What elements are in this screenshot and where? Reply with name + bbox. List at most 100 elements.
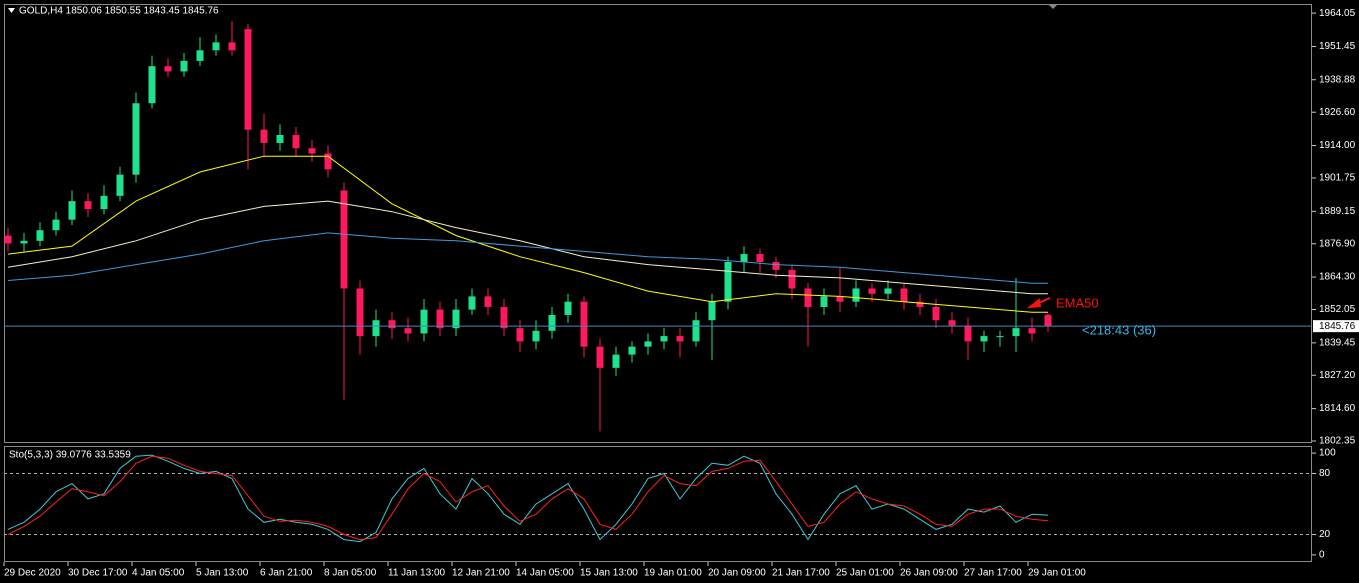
candle-body [644, 341, 652, 347]
candle-body [852, 288, 860, 302]
candle-body [500, 306, 508, 329]
candle-body [516, 328, 524, 342]
y-tick-label: 1938.88 [1319, 74, 1356, 85]
y-tick-label: 1926.60 [1319, 107, 1356, 118]
y-tick-label: 1951.45 [1319, 41, 1356, 52]
menu-arrow[interactable] [8, 8, 15, 13]
candle-body [372, 320, 380, 337]
y-tick-label: 1901.75 [1319, 173, 1356, 184]
x-tick-label: 29 Dec 2020 [4, 568, 61, 579]
x-tick-label: 6 Jan 21:00 [260, 568, 313, 579]
candle-body [740, 254, 748, 263]
x-tick-label: 27 Jan 17:00 [964, 568, 1022, 579]
annotation: EMA50 [1056, 295, 1099, 310]
candle-body [468, 296, 476, 310]
x-tick-label: 8 Jan 05:00 [324, 568, 377, 579]
candle-body [308, 148, 316, 154]
candle-body [4, 235, 12, 244]
candle-body [340, 190, 348, 289]
candle-body [84, 201, 92, 210]
moving-average [7, 155, 1048, 313]
stoch-line [7, 454, 1049, 543]
candle-body [580, 301, 588, 347]
candle-body [452, 309, 460, 329]
candle-body [916, 301, 924, 307]
candle-body [1028, 328, 1036, 334]
candle-body [628, 346, 636, 355]
candle-body [724, 262, 732, 302]
candle-body [900, 288, 908, 302]
candle-body [260, 129, 268, 143]
candle-body [932, 306, 940, 321]
candle-body [820, 296, 828, 307]
y-tick-label: 1914.00 [1319, 140, 1356, 151]
candle-body [772, 262, 780, 270]
candle-body [1012, 328, 1020, 337]
last-price-box [1313, 320, 1359, 333]
x-tick-label: 21 Jan 17:00 [772, 568, 830, 579]
candle-body [660, 336, 668, 342]
x-tick-label: 29 Jan 01:00 [1028, 568, 1086, 579]
candle-body [708, 301, 716, 321]
last-price-label: 1845.76 [1319, 321, 1356, 332]
candle-body [564, 301, 572, 315]
candle-body [1044, 314, 1052, 327]
candle-body [420, 309, 428, 334]
candle-body [36, 230, 44, 241]
candle-body [532, 330, 540, 342]
candle-body [212, 42, 220, 51]
y-tick-label: 1814.60 [1319, 403, 1356, 414]
y-tick-label: 1889.15 [1319, 206, 1356, 217]
y-tick-label: 100 [1319, 448, 1336, 459]
y-tick-label: 1864.30 [1319, 272, 1356, 283]
y-tick-label: 1827.20 [1319, 370, 1356, 381]
candle-body [596, 346, 604, 368]
candle-body [196, 50, 204, 61]
candle-body [788, 269, 796, 289]
candle-body [548, 314, 556, 331]
candle-body [356, 288, 364, 337]
candle-body [148, 66, 156, 104]
candle-body [228, 42, 236, 51]
candle-body [244, 29, 252, 130]
x-tick-label: 25 Jan 01:00 [836, 568, 894, 579]
candle-body [948, 320, 956, 326]
candle-body [868, 288, 876, 294]
stoch-panel [4, 446, 1312, 562]
x-tick-label: 14 Jan 05:00 [516, 568, 574, 579]
y-tick-label: 1876.90 [1319, 238, 1356, 249]
x-tick-label: 11 Jan 13:00 [388, 568, 446, 579]
x-tick-label: 30 Dec 17:00 [68, 568, 128, 579]
candle-body [164, 66, 172, 72]
candle-body [692, 320, 700, 342]
x-tick-label: 5 Jan 13:00 [196, 568, 249, 579]
candle-body [292, 134, 300, 149]
candle-body [996, 336, 1004, 338]
candle-body [52, 219, 60, 231]
candle-body [324, 153, 332, 170]
x-tick-label: 20 Jan 09:00 [708, 568, 766, 579]
y-tick-label: 1964.05 [1319, 8, 1356, 19]
candle-body [180, 60, 188, 72]
candle-body [676, 336, 684, 342]
candle-body [804, 288, 812, 307]
candle-body [756, 254, 764, 263]
main-panel [4, 4, 1312, 443]
y-tick-label: 1839.45 [1319, 337, 1356, 348]
stoch-line [7, 455, 1049, 541]
candle-body [980, 336, 988, 342]
candle-body [276, 134, 284, 143]
candle-body [612, 354, 620, 368]
stoch-title: Sto(5,3,3) 39.0776 33.5359 [9, 450, 131, 461]
shift-marker [1048, 4, 1058, 9]
moving-average [7, 232, 1048, 284]
y-tick-label: 0 [1319, 550, 1325, 561]
timer-label: <218:43 (36) [1082, 322, 1156, 337]
x-tick-label: 19 Jan 01:00 [644, 568, 702, 579]
y-tick-label: 20 [1319, 529, 1331, 540]
candle-body [68, 201, 76, 220]
y-tick-label: 1852.05 [1319, 304, 1356, 315]
chart-title: GOLD,H4 1850.06 1850.55 1843.45 1845.76 [19, 6, 219, 17]
